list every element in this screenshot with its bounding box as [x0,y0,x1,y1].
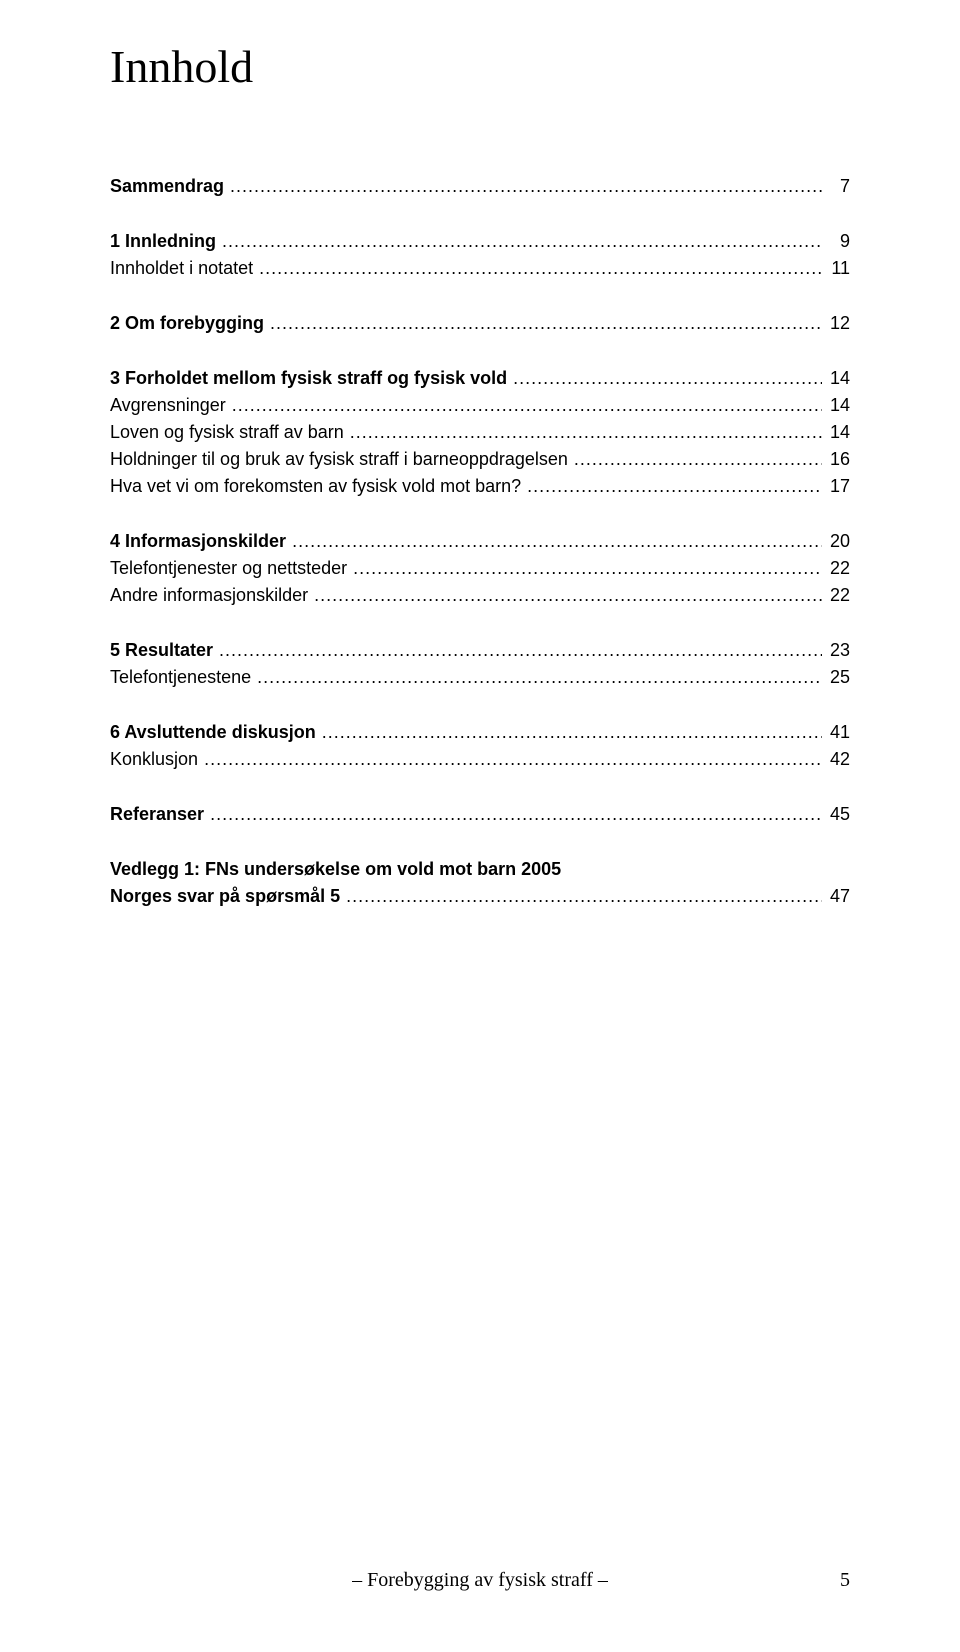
toc-row: Referanser 45 [110,801,850,828]
toc-leader [316,719,822,746]
toc-row: Hva vet vi om forekomsten av fysisk vold… [110,473,850,500]
toc-label: 1 Innledning [110,228,216,255]
toc-page: 22 [822,582,850,609]
toc-page: 45 [822,801,850,828]
toc-page: 9 [822,228,850,255]
toc-block: Sammendrag 7 [110,173,850,200]
toc-page: 14 [822,365,850,392]
toc-page: 20 [822,528,850,555]
toc-block: 2 Om forebygging 12 [110,310,850,337]
toc-page: 41 [822,719,850,746]
toc-block: 1 Innledning 9 Innholdet i notatet 11 [110,228,850,282]
toc-page: 16 [822,446,850,473]
toc-block: 5 Resultater 23 Telefontjenestene 25 [110,637,850,691]
toc-label: 3 Forholdet mellom fysisk straff og fysi… [110,365,507,392]
toc-leader [568,446,822,473]
toc-row: Loven og fysisk straff av barn 14 [110,419,850,446]
toc-leader [347,555,822,582]
toc-leader [226,392,822,419]
toc-label: Sammendrag [110,173,224,200]
toc-leader [507,365,822,392]
toc-page: 22 [822,555,850,582]
toc-page: 7 [822,173,850,200]
toc-leader [286,528,822,555]
toc-label: Holdninger til og bruk av fysisk straff … [110,446,568,473]
toc-label-line2: Norges svar på spørsmål 5 [110,883,340,910]
table-of-contents: Sammendrag 7 1 Innledning 9 Innholdet i … [110,173,850,910]
toc-block: 6 Avsluttende diskusjon 41 Konklusjon 42 [110,719,850,773]
toc-leader [216,228,822,255]
toc-row: Holdninger til og bruk av fysisk straff … [110,446,850,473]
toc-label: Loven og fysisk straff av barn [110,419,344,446]
toc-block: 3 Forholdet mellom fysisk straff og fysi… [110,365,850,500]
toc-leader [344,419,822,446]
toc-label: Konklusjon [110,746,198,773]
toc-page: 42 [822,746,850,773]
toc-leader [204,801,822,828]
toc-leader [251,664,822,691]
footer-text: – Forebygging av fysisk straff – [0,1569,960,1592]
toc-page: 14 [822,392,850,419]
toc-leader [264,310,822,337]
toc-row: Andre informasjonskilder 22 [110,582,850,609]
toc-row: Innholdet i notatet 11 [110,255,850,282]
toc-block: Vedlegg 1: FNs undersøkelse om vold mot … [110,856,850,910]
toc-label: Telefontjenester og nettsteder [110,555,347,582]
toc-row: 4 Informasjonskilder 20 [110,528,850,555]
toc-leader [308,582,822,609]
toc-label-line1: Vedlegg 1: FNs undersøkelse om vold mot … [110,856,850,883]
toc-row: Telefontjenester og nettsteder 22 [110,555,850,582]
toc-row: Avgrensninger 14 [110,392,850,419]
toc-block: 4 Informasjonskilder 20 Telefontjenester… [110,528,850,609]
toc-label: 4 Informasjonskilder [110,528,286,555]
toc-leader [521,473,822,500]
toc-row: 6 Avsluttende diskusjon 41 [110,719,850,746]
toc-label: 5 Resultater [110,637,213,664]
page-title: Innhold [110,40,850,93]
toc-leader [224,173,822,200]
toc-page: 23 [822,637,850,664]
toc-page: 25 [822,664,850,691]
footer-page-number: 5 [840,1569,850,1592]
toc-label: Avgrensninger [110,392,226,419]
toc-leader [213,637,822,664]
toc-leader [198,746,822,773]
toc-row: 5 Resultater 23 [110,637,850,664]
toc-label: Hva vet vi om forekomsten av fysisk vold… [110,473,521,500]
toc-leader [340,883,822,910]
toc-label: Telefontjenestene [110,664,251,691]
toc-label: 2 Om forebygging [110,310,264,337]
toc-label: Andre informasjonskilder [110,582,308,609]
toc-leader [253,255,822,282]
toc-row: Konklusjon 42 [110,746,850,773]
toc-page: 12 [822,310,850,337]
toc-page: 14 [822,419,850,446]
toc-row: 2 Om forebygging 12 [110,310,850,337]
toc-page: 17 [822,473,850,500]
toc-label: 6 Avsluttende diskusjon [110,719,316,746]
toc-block: Referanser 45 [110,801,850,828]
toc-label: Innholdet i notatet [110,255,253,282]
toc-row: Sammendrag 7 [110,173,850,200]
toc-page: 47 [822,883,850,910]
toc-label: Referanser [110,801,204,828]
toc-row: 3 Forholdet mellom fysisk straff og fysi… [110,365,850,392]
toc-row: 1 Innledning 9 [110,228,850,255]
toc-row: Norges svar på spørsmål 5 47 [110,883,850,910]
toc-page: 11 [822,255,850,282]
toc-row: Telefontjenestene 25 [110,664,850,691]
